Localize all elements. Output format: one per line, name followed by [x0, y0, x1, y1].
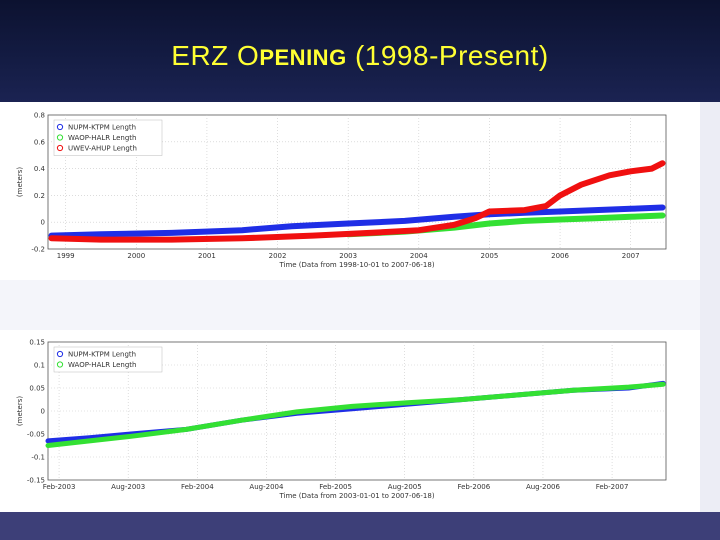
- y-tick-label: 0.6: [34, 138, 46, 146]
- x-axis-label: Time (Data from 1998-10-01 to 2007-06-18…: [278, 261, 434, 269]
- chart-gap: [0, 280, 720, 330]
- x-tick-label: 1999: [57, 252, 75, 260]
- x-axis-label: Time (Data from 2003-01-01 to 2007-06-18…: [278, 492, 434, 500]
- lower-chart: Feb-2003 Aug-2003 Feb-2004 Aug-2004 Feb-2005…: [16, 339, 667, 500]
- y-axis-label: (meters): [16, 396, 24, 426]
- legend-marker: [56, 361, 64, 368]
- legend-box: [53, 346, 163, 373]
- x-tick-label: 2000: [127, 252, 145, 260]
- legend-label: WAOP-HALR Length: [68, 134, 137, 142]
- x-tick-label: Feb-2004: [181, 483, 214, 491]
- legend-marker: [56, 350, 64, 358]
- slide-title: ERZ OPENING (1998-Present): [0, 40, 720, 72]
- y-tick-label: -0.05: [27, 431, 45, 439]
- x-tick-label: Feb-2005: [319, 483, 352, 491]
- legend-box: [53, 119, 163, 156]
- y-tick-label: 0.8: [34, 112, 45, 120]
- y-tick-label: 0.05: [29, 385, 45, 393]
- x-tick-label: 2002: [269, 252, 287, 260]
- x-tick-label: 2001: [198, 252, 216, 260]
- y-tick-label: 0.2: [34, 192, 45, 200]
- x-tick-label: 2007: [622, 252, 640, 260]
- series-line-3: [48, 160, 666, 243]
- x-tick-label: Aug-2005: [388, 483, 422, 491]
- legend-label: WAOP-HALR Length: [68, 361, 137, 369]
- legend-marker: [56, 134, 64, 141]
- title-part-2: PENING: [259, 45, 347, 70]
- title-part-3: (1998-Present): [346, 40, 549, 71]
- legend-label: UWEV-AHUP Length: [68, 145, 137, 153]
- y-tick-label: -0.1: [31, 454, 45, 462]
- upper-chart: 1999 2000 2001 2002 2003 2004 2005 2006 2007 -0.2…: [16, 112, 667, 269]
- series-line-2: [45, 381, 666, 448]
- y-tick-label: -0.2: [31, 246, 45, 254]
- legend-label: NUPM-KTPM Length: [68, 351, 136, 359]
- x-tick-label: Feb-2007: [596, 483, 629, 491]
- x-tick-label: Feb-2003: [43, 483, 76, 491]
- y-tick-label: 0: [41, 219, 45, 227]
- x-tick-label: 2003: [339, 252, 357, 260]
- x-tick-label: 2006: [551, 252, 569, 260]
- legend-marker: [56, 123, 64, 131]
- title-part-1: ERZ O: [171, 40, 260, 71]
- x-tick-label: 2004: [410, 252, 428, 260]
- y-tick-label: 0: [41, 408, 45, 416]
- right-strip: [700, 102, 720, 512]
- x-tick-label: Aug-2006: [526, 483, 561, 491]
- y-tick-label: -0.15: [27, 477, 45, 485]
- footer-band: [0, 512, 720, 540]
- x-tick-label: 2005: [481, 252, 499, 260]
- x-tick-label: Aug-2003: [111, 483, 145, 491]
- y-tick-label: 0.1: [34, 362, 45, 370]
- series-line-1: [48, 204, 666, 239]
- legend-label: NUPM-KTPM Length: [68, 124, 136, 132]
- legend-marker: [56, 144, 64, 152]
- y-tick-label: 0.4: [34, 165, 46, 173]
- y-axis-label: (meters): [16, 167, 24, 197]
- x-tick-label: Feb-2006: [457, 483, 490, 491]
- x-tick-label: Aug-2004: [249, 483, 284, 491]
- y-tick-label: 0.15: [29, 339, 45, 347]
- title-band: [0, 0, 720, 102]
